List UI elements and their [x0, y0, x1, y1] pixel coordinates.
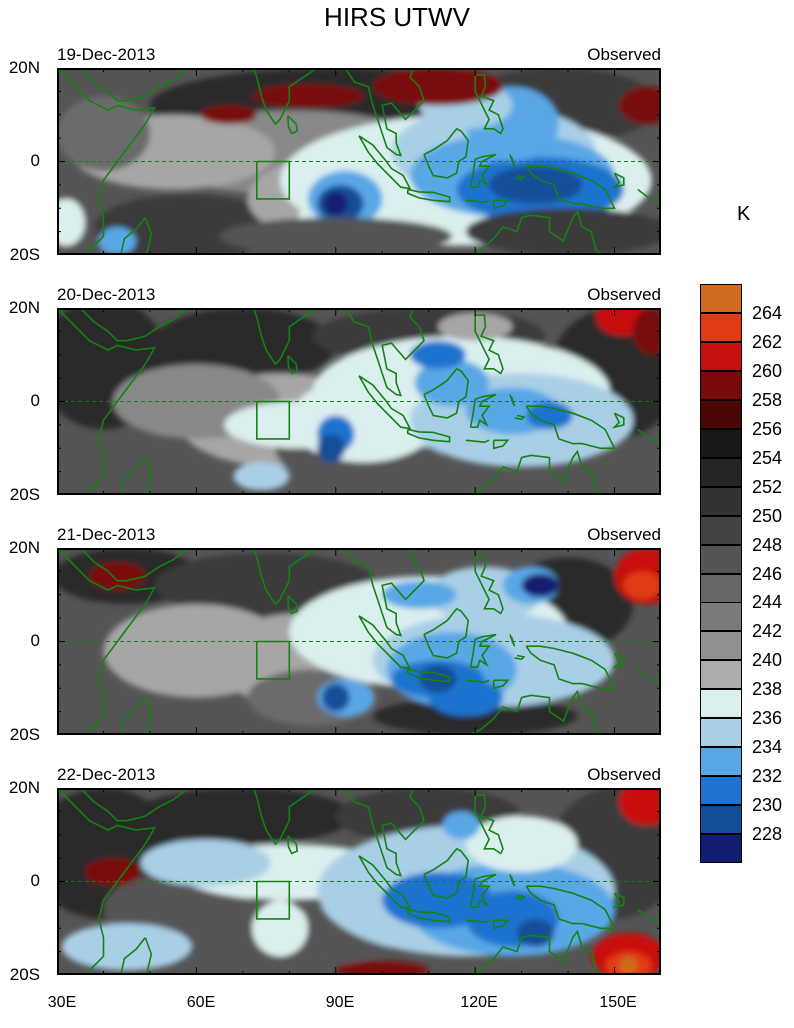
- colorbar-swatch: [700, 457, 742, 487]
- y-tick-label: 0: [30, 151, 40, 170]
- x-tick-150e: 150E: [599, 994, 637, 1011]
- colorbar-swatch: [700, 573, 742, 603]
- colorbar-swatch: [700, 312, 742, 342]
- colorbar-swatch: [700, 284, 742, 313]
- colorbar-level-label: 230: [752, 795, 783, 816]
- colorbar-level-label: 250: [752, 505, 783, 526]
- colorbar-level-label: 254: [752, 447, 783, 468]
- colorbar-level-label: 242: [752, 621, 783, 642]
- colorbar-level-label: 264: [752, 302, 783, 323]
- panel-label: Observed: [587, 285, 661, 304]
- y-tick-label: 0: [30, 631, 40, 650]
- y-tick-label: 20S: [9, 965, 40, 984]
- colorbar-swatch: [700, 660, 742, 690]
- y-tick-label: 20S: [9, 725, 40, 744]
- colorbar-swatch: [700, 747, 742, 777]
- y-tick-label: 20N: [8, 58, 40, 77]
- colorbar-swatch: [700, 776, 742, 806]
- y-tick-label: 20S: [9, 485, 40, 504]
- panel-date: 19-Dec-2013: [57, 45, 156, 64]
- x-tick-30e: 30E: [47, 994, 77, 1011]
- map-panel-1: 19-Dec-2013 Observed 20N 0 20S: [0, 45, 794, 308]
- x-tick-60e: 60E: [186, 994, 216, 1011]
- y-tick-label: 20N: [8, 538, 40, 557]
- y-tick-label: 0: [30, 391, 40, 410]
- colorbar-level-label: 232: [752, 766, 783, 787]
- x-tick-120e: 120E: [460, 994, 498, 1011]
- y-tick-label: 20S: [9, 245, 40, 264]
- panel-label: Observed: [587, 765, 661, 784]
- map-panel-3: 21-Dec-2013 Observed 20N 0 20S: [0, 525, 794, 788]
- colorbar-swatch: [700, 689, 742, 719]
- colorbar-swatch: [700, 486, 742, 516]
- colorbar-level-label: 246: [752, 563, 783, 584]
- y-tick-label: 0: [30, 871, 40, 890]
- map-panel-2: 20-Dec-2013 Observed 20N 0 20S: [0, 285, 794, 548]
- colorbar-swatch: [700, 602, 742, 632]
- colorbar-swatch: [700, 805, 742, 835]
- colorbar-level-label: 228: [752, 824, 783, 845]
- colorbar-swatch: [700, 370, 742, 400]
- colorbar-level-label: 240: [752, 650, 783, 671]
- panel-label: Observed: [587, 45, 661, 64]
- y-tick-label: 20N: [8, 298, 40, 317]
- colorbar-swatch: [700, 544, 742, 574]
- colorbar-swatch: [700, 718, 742, 748]
- colorbar-level-label: 252: [752, 476, 783, 497]
- map-field: [57, 548, 661, 735]
- panel-date: 22-Dec-2013: [57, 765, 156, 784]
- colorbar-level-label: 260: [752, 360, 783, 381]
- panel-label: Observed: [587, 525, 661, 544]
- colorbar-unit: K: [737, 203, 751, 225]
- map-panel-4: 22-Dec-2013 Observed 20N 0 20S: [0, 765, 794, 1028]
- colorbar-level-label: 248: [752, 534, 783, 555]
- colorbar-level-label: 234: [752, 737, 783, 758]
- panel-date: 21-Dec-2013: [57, 525, 156, 544]
- colorbar-swatch: [700, 834, 742, 864]
- map-field: [57, 68, 661, 255]
- colorbar-level-label: 238: [752, 679, 783, 700]
- colorbar-level-label: 236: [752, 708, 783, 729]
- colorbar-swatch: [700, 428, 742, 458]
- map-field: [57, 308, 661, 495]
- x-tick-90e: 90E: [325, 994, 355, 1011]
- colorbar-swatch: [700, 631, 742, 661]
- map-field: [57, 788, 661, 975]
- colorbar-swatch: [700, 399, 742, 429]
- colorbar-swatch: [700, 341, 742, 371]
- panel-date: 20-Dec-2013: [57, 285, 156, 304]
- colorbar-level-label: 258: [752, 389, 783, 410]
- colorbar-swatch: [700, 515, 742, 545]
- colorbar-level-label: 262: [752, 331, 783, 352]
- figure-title: HIRS UTWV: [324, 2, 470, 32]
- colorbar-level-label: 256: [752, 418, 783, 439]
- y-tick-label: 20N: [8, 778, 40, 797]
- colorbar-level-label: 244: [752, 592, 783, 613]
